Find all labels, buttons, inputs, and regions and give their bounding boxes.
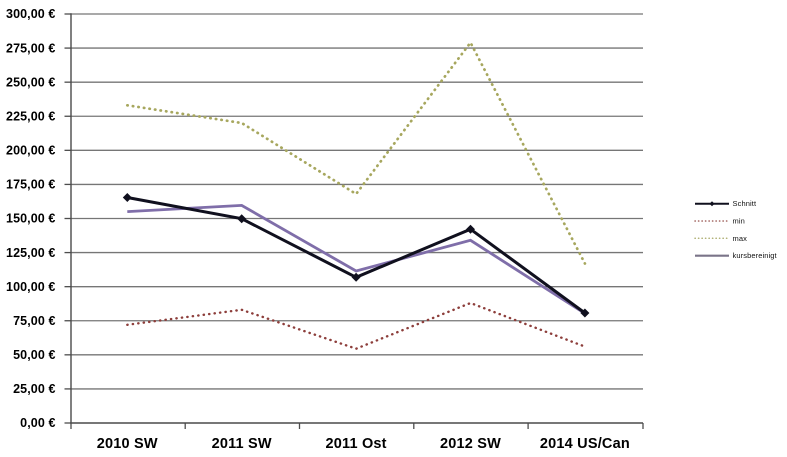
- svg-text:2014 US/Can: 2014 US/Can: [540, 436, 630, 452]
- svg-text:100,00 €: 100,00 €: [6, 280, 55, 294]
- svg-text:kursbereinigt: kursbereinigt: [733, 251, 778, 260]
- svg-text:300,00 €: 300,00 €: [6, 7, 55, 21]
- svg-text:225,00 €: 225,00 €: [6, 109, 55, 123]
- svg-text:2012 SW: 2012 SW: [440, 436, 501, 452]
- svg-text:175,00 €: 175,00 €: [6, 178, 55, 192]
- svg-text:25,00 €: 25,00 €: [13, 382, 55, 396]
- svg-text:75,00 €: 75,00 €: [13, 314, 55, 328]
- svg-text:250,00 €: 250,00 €: [6, 75, 55, 89]
- svg-text:200,00 €: 200,00 €: [6, 144, 55, 158]
- svg-text:150,00 €: 150,00 €: [6, 212, 55, 226]
- svg-text:Schnitt: Schnitt: [733, 199, 757, 208]
- svg-text:max: max: [733, 234, 748, 243]
- svg-text:125,00 €: 125,00 €: [6, 246, 55, 260]
- svg-text:2011 Ost: 2011 Ost: [325, 436, 386, 452]
- svg-text:0,00 €: 0,00 €: [20, 416, 55, 430]
- svg-text:2011 SW: 2011 SW: [212, 436, 272, 452]
- svg-text:50,00 €: 50,00 €: [13, 348, 55, 362]
- svg-text:2010 SW: 2010 SW: [97, 436, 158, 452]
- svg-text:275,00 €: 275,00 €: [6, 41, 55, 55]
- svg-text:min: min: [733, 217, 745, 226]
